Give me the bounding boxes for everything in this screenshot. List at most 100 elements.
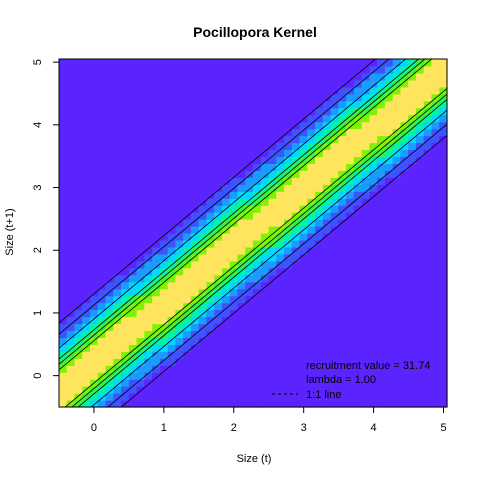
heatmap-cell (346, 86, 355, 95)
heatmap-cell (198, 135, 208, 144)
heatmap-cell (229, 302, 239, 311)
heatmap-cell (221, 86, 231, 95)
heatmap-cell (198, 93, 208, 102)
heatmap-cell (315, 330, 324, 338)
heatmap-cell (423, 309, 433, 318)
heatmap-cell (338, 149, 347, 158)
heatmap-cell (353, 72, 363, 81)
heatmap-cell (229, 107, 239, 116)
heatmap-cell (400, 337, 409, 345)
heatmap-cell (206, 274, 215, 283)
heatmap-cell (152, 128, 161, 137)
heatmap-cell (97, 86, 107, 95)
heatmap-cell (221, 163, 231, 171)
heatmap-cell (105, 295, 114, 304)
heatmap-cell (284, 246, 293, 255)
heatmap-cell (159, 302, 169, 311)
heatmap-cell (128, 135, 138, 144)
heatmap-cell (299, 358, 308, 366)
heatmap-cell (284, 219, 293, 227)
heatmap-cell (268, 330, 277, 338)
heatmap-cell (377, 177, 386, 185)
heatmap-cell (152, 400, 161, 408)
heatmap-cell (400, 281, 409, 290)
heatmap-cell (268, 365, 277, 373)
heatmap-cell (159, 295, 169, 304)
heatmap-cell (82, 253, 91, 262)
heatmap-cell (315, 253, 324, 262)
heatmap-cell (276, 191, 285, 199)
heatmap-cell (253, 79, 262, 88)
heatmap-cell (253, 239, 262, 248)
heatmap-cell (229, 114, 239, 123)
heatmap-cell (260, 344, 270, 352)
heatmap-cell (66, 79, 76, 88)
heatmap-cell (369, 323, 378, 332)
heatmap-cell (439, 379, 448, 387)
heatmap-cell (276, 295, 285, 304)
heatmap-cell (66, 379, 76, 387)
heatmap-cell (121, 135, 130, 144)
heatmap-cell (338, 184, 347, 192)
heatmap-cell (338, 128, 347, 137)
heatmap-cell (431, 79, 440, 88)
heatmap-cell (353, 191, 363, 199)
contour-line (64, 88, 447, 407)
heatmap-cell (59, 205, 68, 213)
heatmap-cell (322, 260, 332, 269)
heatmap-cell (431, 267, 440, 276)
heatmap-cell (121, 281, 130, 290)
heatmap-cell (253, 295, 262, 304)
heatmap-cell (377, 107, 386, 116)
heatmap-cell (175, 253, 184, 262)
heatmap-cell (245, 205, 254, 213)
legend-lambda: lambda = 1.00 (306, 374, 376, 386)
heatmap-cell (237, 330, 246, 338)
heatmap-cell (59, 59, 68, 67)
heatmap-cell (268, 86, 277, 95)
heatmap-cell (221, 323, 231, 332)
heatmap-cell (214, 316, 223, 325)
heatmap-cell (268, 302, 277, 311)
heatmap-cell (90, 142, 99, 151)
heatmap-cell (346, 65, 355, 74)
heatmap-cell (253, 93, 262, 102)
heatmap-cell (253, 288, 262, 297)
heatmap-cell (128, 191, 138, 199)
heatmap-cell (237, 128, 246, 137)
heatmap-cell (167, 288, 176, 297)
heatmap-cell (291, 142, 301, 151)
heatmap-cell (128, 267, 138, 276)
heatmap-cell (206, 121, 215, 130)
heatmap-cell (253, 142, 262, 151)
heatmap-cell (284, 253, 293, 262)
heatmap-cell (136, 128, 145, 137)
heatmap-cell (144, 184, 153, 192)
heatmap-cell (128, 79, 138, 88)
heatmap-cell (214, 79, 223, 88)
heatmap-cell (198, 337, 208, 345)
heatmap-cell (384, 239, 394, 248)
heatmap-cell (369, 400, 378, 408)
heatmap-cell (400, 386, 409, 394)
heatmap-cell (330, 330, 339, 338)
heatmap-cell (183, 163, 192, 171)
heatmap-cell (268, 358, 277, 366)
heatmap-cell (307, 351, 316, 359)
heatmap-cell (167, 184, 176, 192)
heatmap-cell (144, 295, 153, 304)
heatmap-cell (167, 379, 176, 387)
heatmap-cell (392, 330, 402, 338)
heatmap-cell (322, 163, 332, 171)
heatmap-cell (159, 379, 169, 387)
heatmap-cell (167, 191, 176, 199)
heatmap-cell (322, 358, 332, 366)
heatmap-cell (198, 170, 208, 178)
heatmap-cell (415, 365, 425, 373)
heatmap-cell (82, 191, 91, 199)
heatmap-cell (159, 226, 169, 234)
heatmap-cell (284, 191, 293, 199)
heatmap-cell (276, 400, 285, 408)
heatmap-cell (284, 233, 293, 241)
heatmap-cell (136, 198, 145, 206)
